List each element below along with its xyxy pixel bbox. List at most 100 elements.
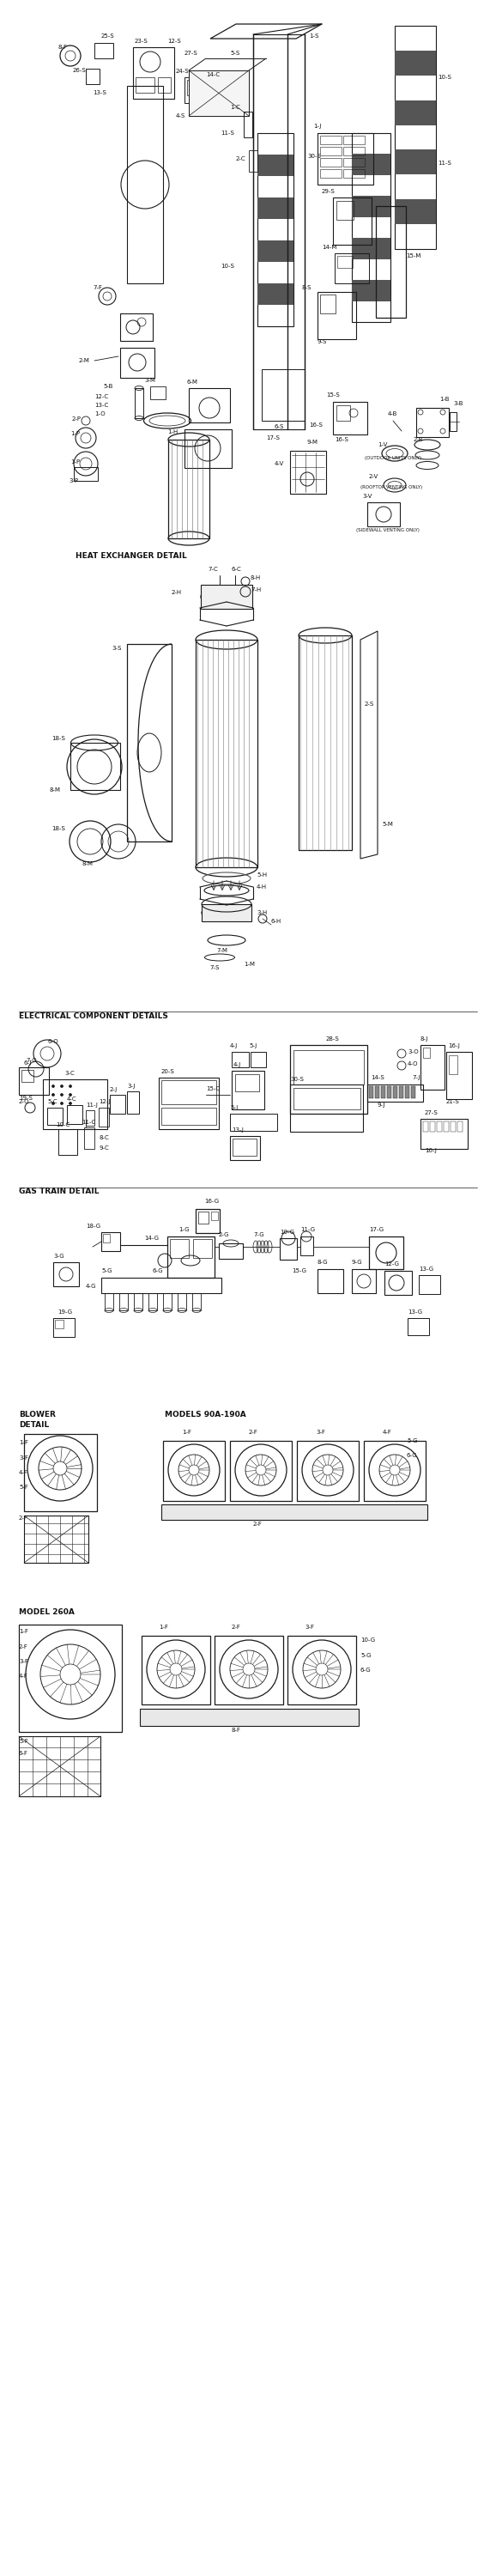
Text: 12-S: 12-S	[167, 39, 181, 44]
Text: 5-H: 5-H	[256, 873, 267, 878]
Bar	[105, 1293, 113, 1311]
Bar	[257, 198, 294, 219]
Bar	[189, 389, 230, 422]
Text: 11-S: 11-S	[437, 160, 451, 165]
Bar	[253, 33, 305, 430]
Bar	[235, 1074, 259, 1092]
Text: 20-S: 20-S	[161, 1069, 175, 1074]
Text: 7-G: 7-G	[253, 1231, 264, 1236]
Bar	[405, 1087, 409, 1097]
Bar	[103, 1234, 110, 1242]
Bar	[336, 201, 354, 219]
Bar	[352, 196, 390, 216]
Text: 4-F: 4-F	[19, 1471, 28, 1476]
Text: 10-S: 10-S	[221, 263, 234, 268]
Text: 2-C: 2-C	[236, 157, 246, 162]
Bar	[250, 1051, 266, 1066]
Circle shape	[69, 1103, 71, 1105]
Text: 17-G: 17-G	[369, 1226, 384, 1231]
Text: 4-J: 4-J	[230, 1043, 238, 1048]
Bar	[343, 137, 365, 144]
Bar	[399, 1087, 403, 1097]
Bar	[187, 80, 197, 95]
Bar	[168, 440, 209, 538]
Bar	[257, 240, 294, 263]
Bar	[367, 502, 400, 526]
Bar	[244, 111, 252, 137]
Bar	[232, 1051, 249, 1066]
Bar	[367, 1084, 423, 1103]
Bar	[294, 1051, 364, 1084]
Text: 7-S: 7-S	[209, 966, 219, 971]
Bar	[24, 1515, 88, 1564]
Text: 6-C: 6-C	[231, 567, 241, 572]
Bar	[19, 1625, 122, 1731]
Bar	[141, 1636, 210, 1705]
Bar	[317, 291, 356, 340]
Bar	[167, 1236, 215, 1278]
Text: 5-F: 5-F	[19, 1484, 28, 1489]
Text: MODELS 90A-190A: MODELS 90A-190A	[165, 1412, 246, 1419]
Bar	[219, 1244, 243, 1260]
Text: 10-S: 10-S	[437, 75, 451, 80]
Bar	[170, 1239, 189, 1257]
Text: 30-S: 30-S	[307, 155, 321, 160]
Circle shape	[61, 1092, 63, 1097]
Text: 2-F: 2-F	[19, 1515, 28, 1520]
Bar	[101, 1278, 221, 1293]
Text: 30-S: 30-S	[290, 1077, 304, 1082]
Bar	[193, 1239, 212, 1257]
Text: 3-P: 3-P	[68, 479, 78, 484]
Text: 3-C: 3-C	[64, 1072, 74, 1077]
Text: 6-J: 6-J	[24, 1061, 32, 1066]
Bar	[159, 1077, 219, 1128]
Text: 15-C: 15-C	[206, 1087, 220, 1092]
Bar	[288, 1636, 356, 1705]
Bar	[337, 255, 353, 268]
Text: 12-G: 12-G	[384, 1262, 399, 1267]
Bar	[297, 1440, 359, 1502]
Bar	[198, 1211, 208, 1224]
Text: 8-H: 8-H	[250, 574, 261, 580]
Text: 27-S: 27-S	[425, 1110, 438, 1115]
Text: 4-H: 4-H	[256, 884, 267, 889]
Text: 1-P: 1-P	[70, 459, 80, 464]
Text: 15-S: 15-S	[326, 392, 340, 397]
Circle shape	[52, 1084, 55, 1087]
Text: 10-G: 10-G	[280, 1229, 295, 1234]
Text: 1-B: 1-B	[439, 397, 449, 402]
Text: 9-M: 9-M	[307, 440, 318, 446]
Text: 3-F: 3-F	[316, 1430, 325, 1435]
Text: 8-F: 8-F	[232, 1728, 241, 1734]
Bar	[178, 1293, 186, 1311]
Bar	[290, 1084, 363, 1131]
Text: 13-J: 13-J	[232, 1128, 244, 1133]
Bar	[376, 206, 406, 317]
Text: 2-B: 2-B	[414, 438, 424, 443]
Text: 1-V: 1-V	[377, 443, 387, 448]
Text: 6-O: 6-O	[47, 1038, 58, 1043]
Text: 7-H: 7-H	[250, 587, 261, 592]
Text: 7-J: 7-J	[412, 1074, 420, 1079]
Text: 2-J: 2-J	[110, 1087, 118, 1092]
Text: 25-S: 25-S	[101, 33, 115, 39]
Bar	[395, 149, 436, 175]
Bar	[317, 1270, 343, 1293]
Text: 4-J: 4-J	[234, 1061, 242, 1066]
Circle shape	[52, 1092, 55, 1097]
Text: 2-F: 2-F	[19, 1643, 28, 1649]
Bar	[163, 1440, 225, 1502]
Text: 5-G: 5-G	[361, 1654, 371, 1659]
Text: 3-F: 3-F	[305, 1625, 314, 1631]
Bar	[320, 147, 342, 155]
Bar	[294, 1087, 361, 1110]
Text: 10-J: 10-J	[425, 1149, 436, 1154]
Text: 29-S: 29-S	[322, 188, 335, 193]
Bar	[450, 1121, 456, 1131]
Bar	[299, 636, 352, 850]
Text: 21-S: 21-S	[446, 1100, 460, 1105]
Bar	[335, 252, 369, 283]
Text: 9-C: 9-C	[99, 1146, 109, 1151]
Bar	[21, 1069, 33, 1082]
Text: 28-S: 28-S	[326, 1036, 340, 1041]
